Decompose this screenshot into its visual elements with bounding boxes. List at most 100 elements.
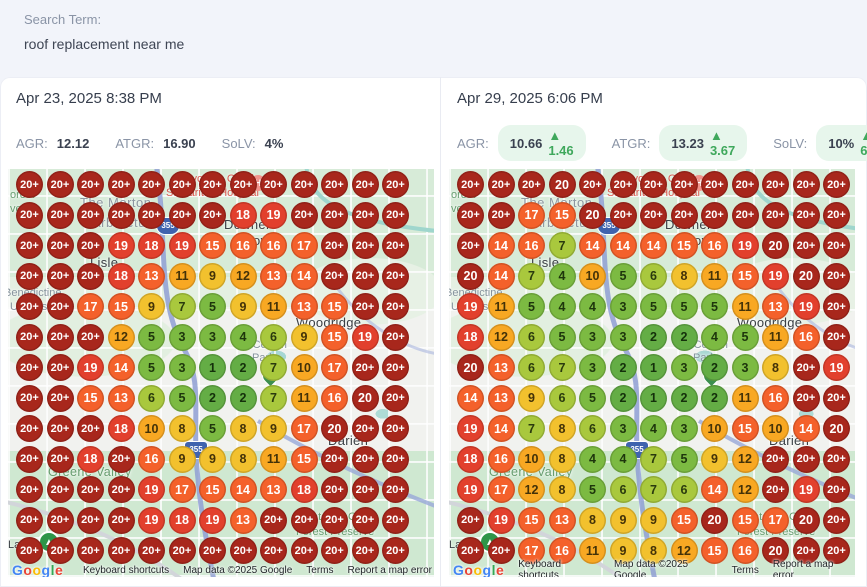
google-logo[interactable]: Google [12,562,64,577]
rank-marker[interactable]: 5 [701,293,728,320]
rank-marker[interactable]: 8 [762,354,789,381]
rank-marker[interactable]: 20+ [823,506,850,534]
rank-marker[interactable]: 20+ [351,201,379,229]
rank-marker[interactable]: 13 [229,506,257,534]
rank-marker[interactable]: 20 [762,537,789,564]
rank-marker[interactable]: 20+ [16,537,43,564]
rank-marker[interactable]: 20 [823,415,850,442]
rank-marker[interactable]: 6 [518,354,545,381]
rank-marker[interactable]: 2 [229,354,257,381]
rank-marker[interactable]: 14 [487,262,515,290]
rank-marker[interactable]: 7 [548,232,576,259]
rank-marker[interactable]: 9 [229,293,257,320]
rank-marker[interactable]: 20+ [77,476,104,503]
rank-marker[interactable]: 20+ [321,201,348,229]
rank-marker[interactable]: 20+ [762,171,789,198]
rank-marker[interactable]: 14 [457,384,484,412]
rank-marker[interactable]: 6 [518,323,545,351]
rank-marker[interactable]: 20+ [762,445,789,473]
rank-marker[interactable]: 3 [609,323,637,351]
rank-marker[interactable]: 20+ [46,293,74,320]
rank-marker[interactable]: 20+ [823,384,850,412]
rank-marker[interactable]: 18 [77,445,104,473]
rank-marker[interactable]: 10 [290,354,318,381]
rank-marker[interactable]: 20+ [457,171,484,198]
rank-marker[interactable]: 16 [792,323,820,351]
rank-marker[interactable]: 20+ [16,354,43,381]
rank-marker[interactable]: 8 [229,445,257,473]
rank-marker[interactable]: 1 [199,354,226,381]
rank-marker[interactable]: 20+ [46,537,74,564]
rank-marker[interactable]: 9 [260,415,287,442]
rank-marker[interactable]: 20+ [46,201,74,229]
rank-marker[interactable]: 15 [670,506,698,534]
rank-marker[interactable]: 20+ [260,171,287,198]
rank-marker[interactable]: 5 [518,293,545,320]
rank-marker[interactable]: 20+ [382,232,409,259]
map-data-attribution[interactable]: Map data ©2025 Google [614,559,689,577]
rank-marker[interactable]: 2 [701,384,728,412]
rank-marker[interactable]: 19 [792,293,820,320]
rank-marker[interactable]: 14 [107,354,135,381]
rank-marker[interactable]: 14 [701,476,728,503]
rank-marker[interactable]: 20+ [701,201,728,229]
rank-marker[interactable]: 15 [290,445,318,473]
rank-marker[interactable]: 20+ [609,201,637,229]
rank-marker[interactable]: 20+ [16,506,43,534]
rank-marker[interactable]: 17 [290,232,318,259]
rank-marker[interactable]: 20+ [382,476,409,503]
rank-marker[interactable]: 14 [579,232,606,259]
rank-marker[interactable]: 19 [138,506,165,534]
rank-marker[interactable]: 7 [640,445,667,473]
rank-marker[interactable]: 20+ [823,232,850,259]
rank-marker[interactable]: 20+ [46,171,74,198]
rank-marker[interactable]: 20 [792,262,820,290]
rank-marker[interactable]: 20+ [290,201,318,229]
rank-marker[interactable]: 20+ [487,201,515,229]
rank-marker[interactable]: 3 [579,323,606,351]
rank-marker[interactable]: 12 [229,262,257,290]
keyboard-shortcuts-link[interactable]: Keyboard shortcuts [82,564,170,576]
rank-marker[interactable]: 20+ [107,476,135,503]
rank-marker[interactable]: 20+ [487,171,515,198]
rank-marker[interactable]: 13 [487,384,515,412]
rank-marker[interactable]: 13 [487,354,515,381]
rank-marker[interactable]: 20+ [487,537,515,564]
rank-marker[interactable]: 9 [168,445,196,473]
rank-marker[interactable]: 20+ [16,201,43,229]
keyboard-shortcuts-link[interactable]: Keyboard shortcuts [518,559,562,577]
rank-marker[interactable]: 20+ [321,506,348,534]
geo-grid-map[interactable]: orestveThe MortonArboretumAdvocate GoodS… [8,169,434,577]
rank-marker[interactable]: 20+ [229,537,257,564]
rank-marker[interactable]: 20+ [16,476,43,503]
rank-marker[interactable]: 20+ [351,445,379,473]
rank-marker[interactable]: 1 [640,354,667,381]
rank-marker[interactable]: 20+ [321,171,348,198]
rank-marker[interactable]: 20+ [46,232,74,259]
rank-marker[interactable]: 19 [260,201,287,229]
rank-marker[interactable]: 4 [609,445,637,473]
rank-marker[interactable]: 20+ [168,201,196,229]
rank-marker[interactable]: 12 [731,476,759,503]
rank-marker[interactable]: 19 [77,354,104,381]
rank-marker[interactable]: 20+ [609,171,637,198]
rank-marker[interactable]: 4 [701,323,728,351]
rank-marker[interactable]: 20+ [382,354,409,381]
rank-marker[interactable]: 15 [731,262,759,290]
rank-marker[interactable]: 6 [579,415,606,442]
rank-marker[interactable]: 18 [168,506,196,534]
rank-marker[interactable]: 6 [260,323,287,351]
rank-marker[interactable]: 19 [351,323,379,351]
rank-marker[interactable]: 20+ [731,201,759,229]
rank-marker[interactable]: 20+ [321,262,348,290]
rank-marker[interactable]: 19 [457,293,484,320]
rank-marker[interactable]: 9 [138,293,165,320]
rank-marker[interactable]: 13 [762,293,789,320]
rank-marker[interactable]: 8 [670,262,698,290]
rank-marker[interactable]: 10 [762,415,789,442]
rank-marker[interactable]: 15 [731,506,759,534]
rank-marker[interactable]: 20+ [229,171,257,198]
rank-marker[interactable]: 20 [457,354,484,381]
rank-marker[interactable]: 20+ [16,293,43,320]
rank-marker[interactable]: 20+ [46,323,74,351]
